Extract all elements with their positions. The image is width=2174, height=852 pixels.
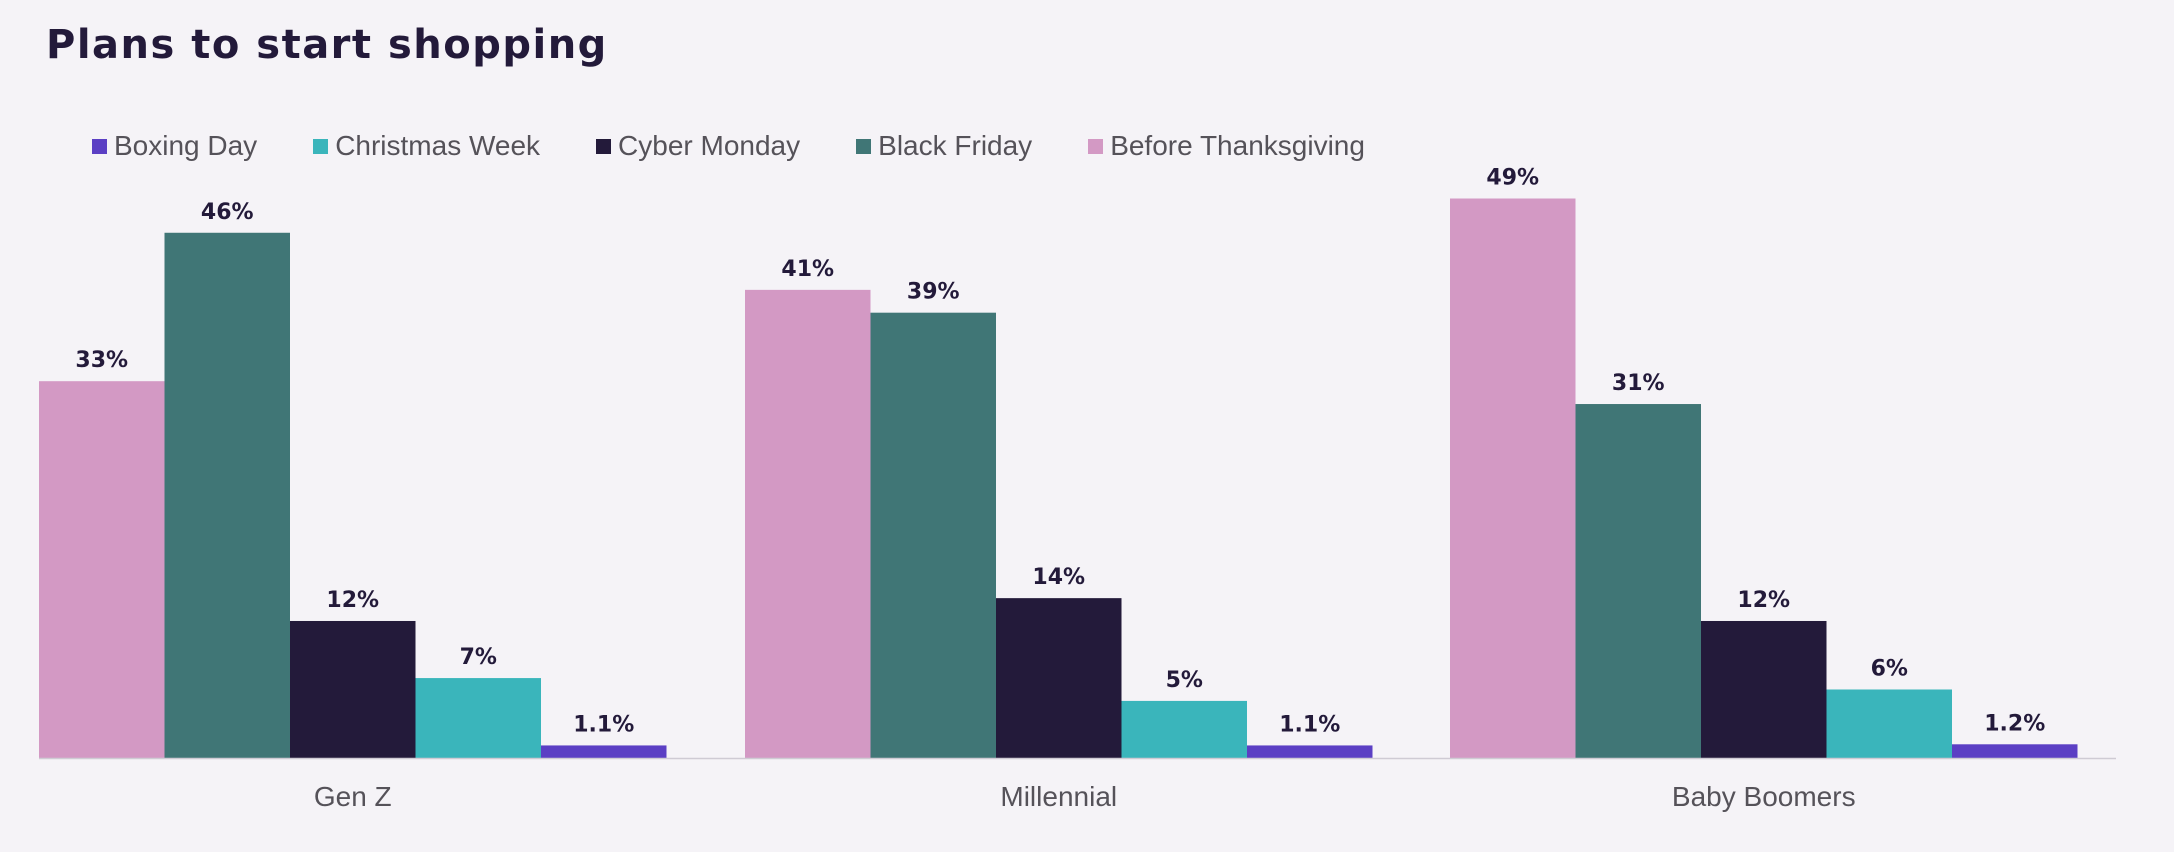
bar-baby-boomers-boxing-day xyxy=(1952,744,2078,758)
chart-legend: Boxing Day Christmas Week Cyber Monday Blac… xyxy=(92,130,1421,162)
bar-gen-z-black-friday xyxy=(164,232,290,758)
data-label: 12% xyxy=(1737,588,1790,613)
data-label: 39% xyxy=(907,280,960,305)
data-label: 5% xyxy=(1166,668,1203,693)
legend-label: Cyber Monday xyxy=(618,130,801,161)
bar-baby-boomers-cyber-monday xyxy=(1701,620,1827,758)
data-label: 12% xyxy=(326,588,379,613)
legend-swatch xyxy=(596,138,612,154)
legend-swatch xyxy=(92,138,107,154)
bar-gen-z-boxing-day xyxy=(541,745,667,758)
bar-gen-z-before-thanksgiving xyxy=(39,381,165,758)
bar-baby-boomers-before-thanksgiving xyxy=(1450,198,1576,758)
data-label: 6% xyxy=(1871,656,1908,681)
legend-label: Black Friday xyxy=(878,130,1033,161)
legend-item-black-friday: Black Friday xyxy=(856,130,1032,162)
data-label: 46% xyxy=(201,200,254,225)
legend-item-cyber-monday: Cyber Monday xyxy=(596,130,800,162)
data-label: 14% xyxy=(1032,565,1085,590)
legend-label: Boxing Day xyxy=(114,130,258,161)
bar-millennial-before-thanksgiving xyxy=(745,289,871,758)
legend-label: Christmas Week xyxy=(335,130,541,161)
bar-millennial-boxing-day xyxy=(1247,745,1373,758)
legend-swatch xyxy=(856,138,872,154)
data-label: 1.2% xyxy=(1984,711,2045,736)
category-label: Millennial xyxy=(1000,781,1117,812)
data-label: 33% xyxy=(75,348,128,373)
bar-gen-z-christmas-week xyxy=(415,678,541,758)
category-label: Baby Boomers xyxy=(1672,781,1856,812)
legend-item-boxing-day: Boxing Day xyxy=(92,130,257,162)
chart-title: Plans to start shopping xyxy=(46,22,608,68)
legend-item-before-thanksgiving: Before Thanksgiving xyxy=(1088,130,1365,162)
bar-baby-boomers-black-friday xyxy=(1575,404,1701,758)
legend-label: Before Thanksgiving xyxy=(1110,130,1365,161)
bar-gen-z-cyber-monday xyxy=(290,620,416,758)
data-label: 1.1% xyxy=(1279,712,1340,737)
legend-item-christmas-week: Christmas Week xyxy=(313,130,540,162)
bar-baby-boomers-christmas-week xyxy=(1826,689,1952,758)
data-label: 7% xyxy=(460,645,497,670)
legend-swatch xyxy=(313,138,329,154)
bar-millennial-black-friday xyxy=(870,312,996,758)
bar-millennial-cyber-monday xyxy=(996,598,1122,758)
legend-swatch xyxy=(1088,138,1104,154)
data-label: 1.1% xyxy=(573,712,634,737)
data-label: 31% xyxy=(1612,371,1665,396)
data-label: 41% xyxy=(781,257,834,282)
data-label: 49% xyxy=(1486,166,1539,191)
bar-millennial-christmas-week xyxy=(1121,700,1247,758)
category-label: Gen Z xyxy=(314,781,392,812)
